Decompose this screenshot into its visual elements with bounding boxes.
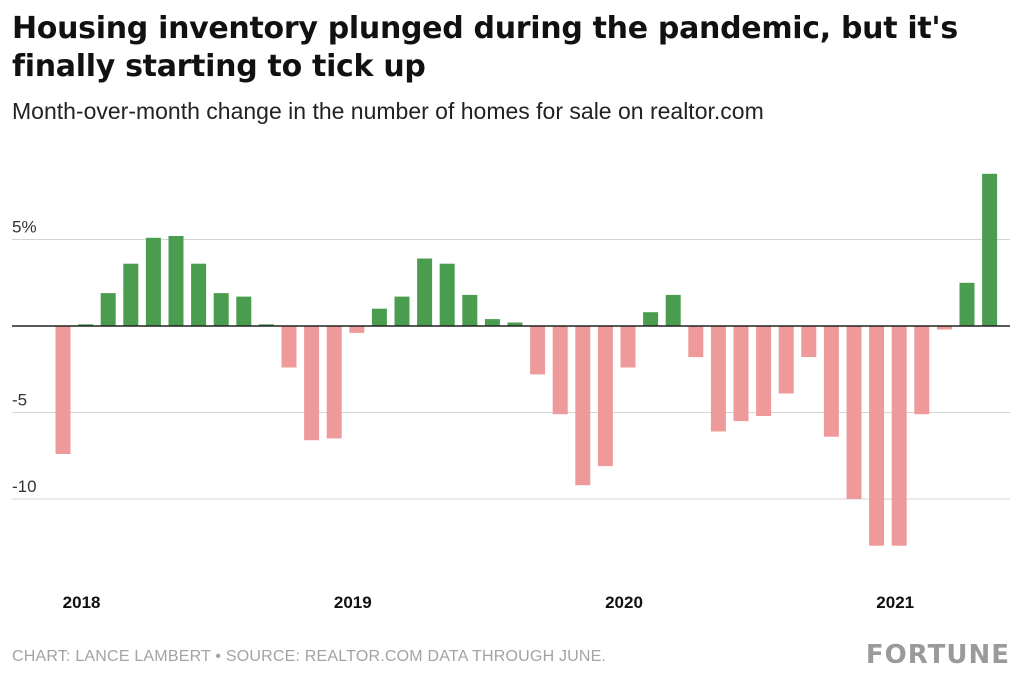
x-tick-label: 2020 xyxy=(605,593,643,612)
bar xyxy=(982,173,998,326)
chart-credit: CHART: LANCE LAMBERT • SOURCE: REALTOR.C… xyxy=(12,648,607,665)
bar xyxy=(846,326,862,499)
x-tick-label: 2021 xyxy=(876,593,914,612)
bar xyxy=(959,282,975,327)
bar xyxy=(891,326,907,546)
bar xyxy=(643,312,659,326)
y-tick-label: -10 xyxy=(12,477,37,496)
bar xyxy=(236,296,252,326)
bar xyxy=(258,324,274,326)
bar xyxy=(665,294,681,326)
chart-title: Housing inventory plunged during the pan… xyxy=(12,11,958,84)
bar xyxy=(462,294,478,326)
bar xyxy=(823,326,839,437)
y-tick-label: 5% xyxy=(12,218,37,237)
bar xyxy=(530,326,546,375)
bar xyxy=(123,263,139,326)
bar xyxy=(869,326,885,546)
bar xyxy=(552,326,568,415)
bar xyxy=(439,263,455,326)
bar xyxy=(281,326,297,368)
bar xyxy=(145,237,161,326)
grid-layer: 5% -5 -10 xyxy=(12,218,1010,500)
bar xyxy=(575,326,591,486)
bar xyxy=(304,326,320,441)
bar xyxy=(778,326,794,394)
fortune-logo: FORTUNE xyxy=(865,640,1010,670)
bar xyxy=(756,326,772,416)
bar xyxy=(620,326,636,368)
bar xyxy=(484,319,500,326)
bar xyxy=(801,326,817,358)
bar xyxy=(597,326,613,467)
bar xyxy=(733,326,749,422)
bar xyxy=(100,293,116,326)
bar xyxy=(78,324,94,326)
bar xyxy=(507,322,523,326)
y-tick-label: -5 xyxy=(12,391,27,410)
x-tick-label: 2018 xyxy=(63,593,101,612)
bar xyxy=(213,293,229,326)
bar xyxy=(394,296,410,326)
x-tick-label: 2019 xyxy=(334,593,372,612)
bar xyxy=(349,326,365,333)
chart-subtitle: Month-over-month change in the number of… xyxy=(12,98,764,124)
bar xyxy=(936,326,952,330)
bar xyxy=(168,236,184,326)
bar xyxy=(191,263,207,326)
bar-layer xyxy=(55,173,998,546)
bar xyxy=(688,326,704,358)
bar xyxy=(914,326,930,415)
bar xyxy=(326,326,342,439)
bar xyxy=(55,326,71,454)
bar xyxy=(417,258,433,326)
axis-layer: 2018 2019 2020 2021 xyxy=(12,325,1010,612)
bar xyxy=(371,308,387,326)
bar xyxy=(710,326,726,432)
